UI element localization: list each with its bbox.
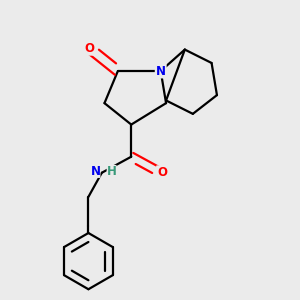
- Text: O: O: [157, 166, 167, 179]
- Text: H: H: [106, 165, 116, 178]
- Text: O: O: [85, 42, 95, 55]
- Text: N: N: [156, 64, 166, 77]
- Text: N: N: [91, 165, 100, 178]
